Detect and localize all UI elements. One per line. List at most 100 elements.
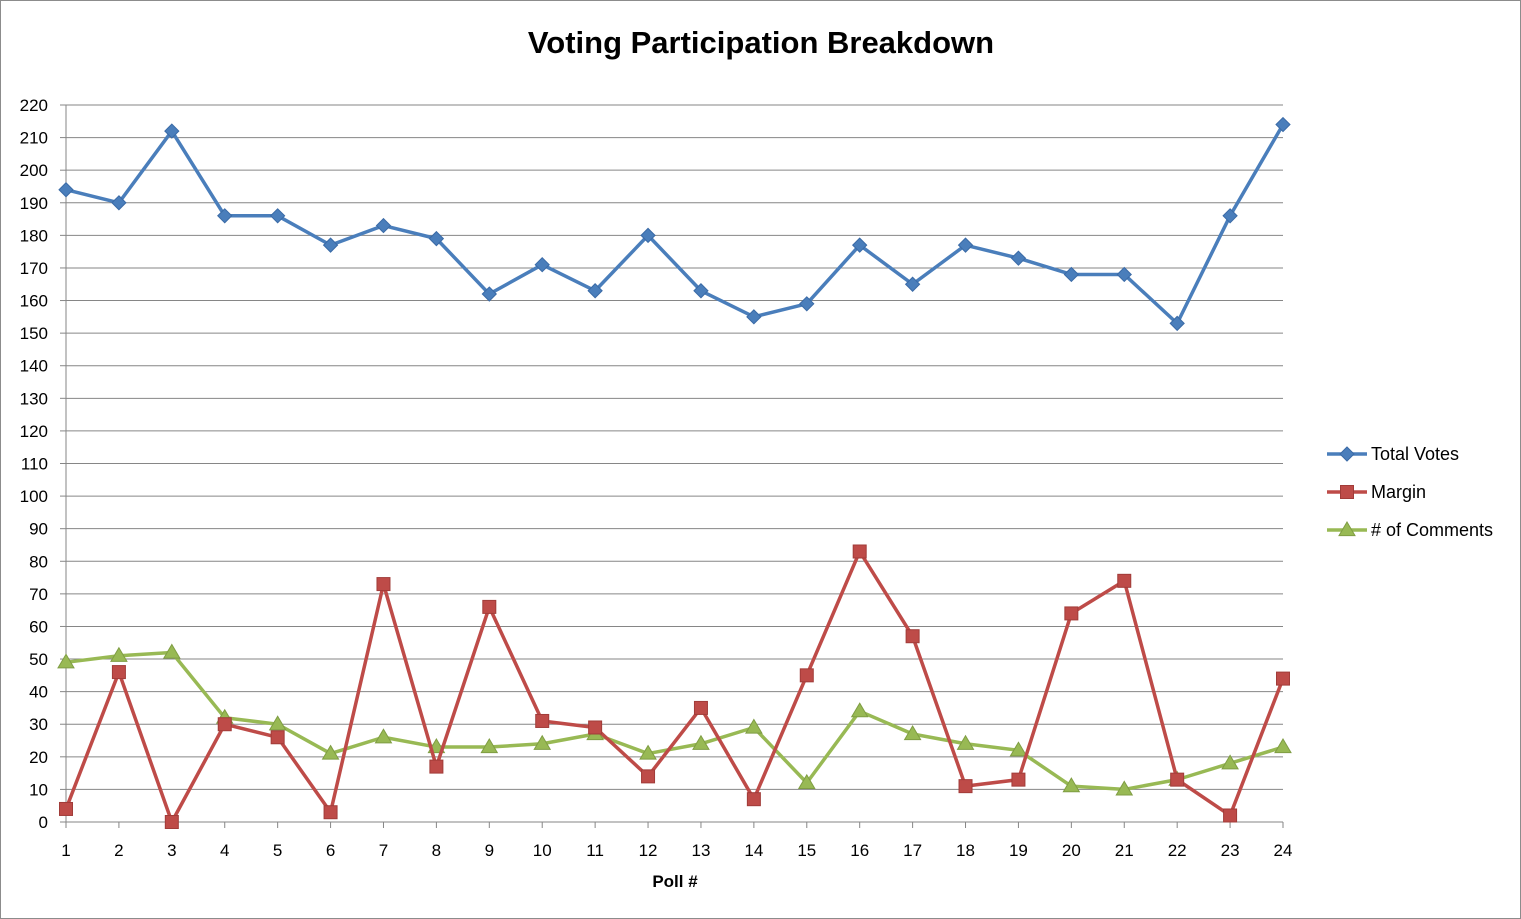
legend-item-total-votes: Total Votes [1327,444,1459,464]
legend-label: # of Comments [1371,520,1493,540]
y-tick-label: 80 [29,552,48,571]
x-tick-label: 5 [273,841,282,860]
point-margin [1276,671,1290,686]
x-tick-label: 1 [61,841,70,860]
point-margin [1223,808,1238,823]
x-tick-label: 9 [485,841,494,860]
point-total-votes [957,237,974,253]
point-of-comments [1062,777,1081,793]
x-tick-label: 7 [379,841,388,860]
series-line-of-comments [65,650,1284,792]
y-tick-label: 220 [20,96,48,115]
point-margin [323,805,338,820]
point-margin [905,629,920,644]
y-tick-label: 210 [20,129,48,148]
chart-title: Voting Participation Breakdown [528,25,994,60]
x-tick-label: 14 [744,841,763,860]
x-axis-title: Poll # [652,872,698,891]
point-of-comments [374,728,393,744]
gridlines [60,104,1283,823]
point-total-votes [58,182,74,198]
legend-marker-triangle [1338,521,1356,537]
point-of-comments [956,734,975,750]
point-total-votes [587,283,603,299]
point-margin [641,769,656,784]
legend-item-margin: Margin [1327,482,1426,502]
point-margin [958,779,973,794]
x-tick-label: 8 [432,841,441,860]
y-tick-label: 140 [20,357,48,376]
y-tick-label: 160 [20,292,48,311]
point-margin [799,668,814,683]
series-margin [59,544,1290,829]
point-of-comments [903,725,922,741]
x-tick-label: 10 [533,841,552,860]
point-total-votes [1169,315,1185,332]
point-total-votes [534,256,550,273]
x-tick-label: 18 [956,841,975,860]
point-of-comments [268,715,287,731]
point-of-comments [639,744,657,760]
legend-marker-square [1340,485,1354,499]
point-margin [482,599,497,614]
point-total-votes [1275,116,1291,133]
x-tick-label: 4 [220,841,229,860]
point-margin [746,792,761,807]
y-tick-label: 180 [20,226,48,245]
point-total-votes [375,217,392,234]
point-of-comments [1115,780,1134,796]
x-tick-label: 17 [903,841,922,860]
point-margin [270,730,285,745]
x-tick-label: 12 [639,841,658,860]
point-of-comments [57,653,75,669]
series-of-comments [57,643,1292,796]
x-tick-label: 16 [850,841,869,860]
point-margin [164,815,179,829]
point-of-comments [321,744,340,760]
point-of-comments [162,643,181,659]
point-total-votes [111,195,127,211]
series-lines [57,116,1292,829]
legend-marker-diamond [1339,446,1355,462]
x-tick-label: 20 [1062,841,1081,860]
axes [65,105,1283,823]
point-total-votes [799,296,815,312]
point-total-votes [269,208,286,224]
y-tick-label: 90 [29,520,48,539]
point-total-votes [1222,208,1238,224]
point-of-comments [1274,738,1292,754]
point-margin [588,720,603,735]
legend-item-of-comments: # of Comments [1327,520,1493,540]
point-margin [376,577,391,592]
legend-label: Total Votes [1371,444,1459,464]
y-tick-label: 130 [20,389,48,408]
point-of-comments [1221,754,1239,770]
legend-label: Margin [1371,482,1426,502]
y-tick-label: 150 [20,324,48,343]
x-tick-label: 13 [691,841,710,860]
x-tick-label: 22 [1168,841,1187,860]
series-line-margin [64,549,1285,824]
y-tick-label: 60 [29,617,48,636]
point-margin [217,717,232,732]
point-total-votes [904,276,921,292]
y-tick-label: 110 [21,455,48,474]
y-tick-label: 0 [39,813,48,832]
point-margin [1064,606,1079,621]
y-tick-label: 70 [29,585,48,604]
y-tick-label: 200 [20,161,48,180]
point-total-votes [322,237,339,253]
y-tick-label: 20 [29,748,48,767]
point-total-votes [851,237,868,253]
point-of-comments [480,738,499,754]
point-of-comments [110,646,128,662]
y-tick-label: 40 [29,683,48,702]
point-total-votes [428,230,445,247]
series-total-votes [58,116,1291,332]
x-tick-label: 24 [1274,841,1293,860]
x-tick-labels: 1 2 3 4 5 6 7 8 9 10 11 12 13 14 15 16 17 18 19 20 21 22 23 24 [61,822,1292,860]
point-total-votes [1063,266,1080,283]
y-tick-label: 170 [20,259,48,278]
